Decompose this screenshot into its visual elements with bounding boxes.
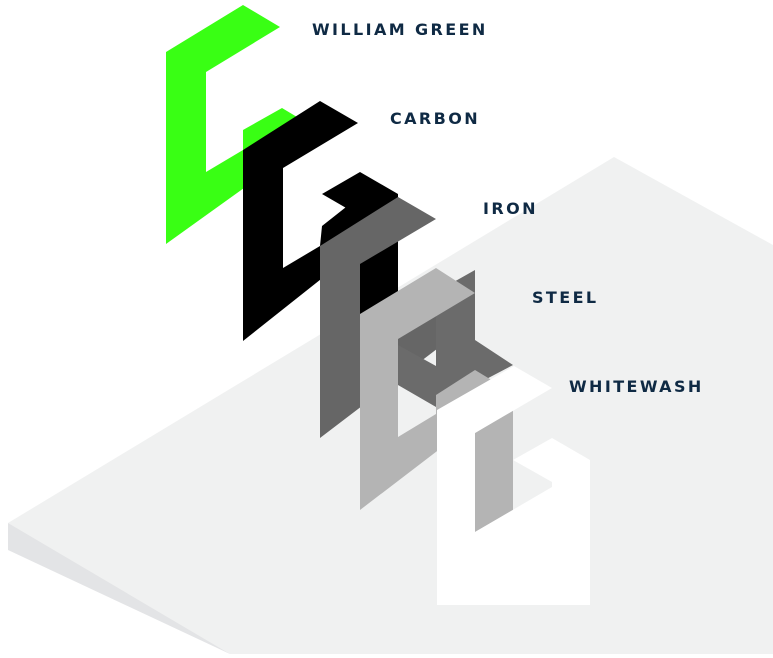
g-shape-whitewash-top: [513, 438, 590, 482]
letter-g-william-green: [166, 5, 322, 244]
letter-g-carbon: [243, 101, 398, 341]
g-shape-william-green: [166, 5, 322, 244]
label-steel: STEEL: [532, 288, 599, 307]
letter-g-whitewash: [437, 366, 590, 605]
g-shade-steel: [398, 270, 513, 407]
letter-g-iron: [320, 172, 475, 438]
label-iron: IRON: [483, 199, 538, 218]
letter-g-steel: [360, 268, 513, 510]
g-shape-whitewash: [437, 366, 590, 605]
g-shape-iron: [320, 197, 475, 438]
g-shape-steel: [360, 268, 513, 510]
g-shade-whitewash: [475, 410, 513, 532]
label-william-green: WILLIAM GREEN: [312, 20, 488, 39]
g-shape-carbon: [243, 101, 398, 341]
label-carbon: CARBON: [390, 109, 481, 128]
label-whitewash: WHITEWASH: [569, 377, 704, 396]
